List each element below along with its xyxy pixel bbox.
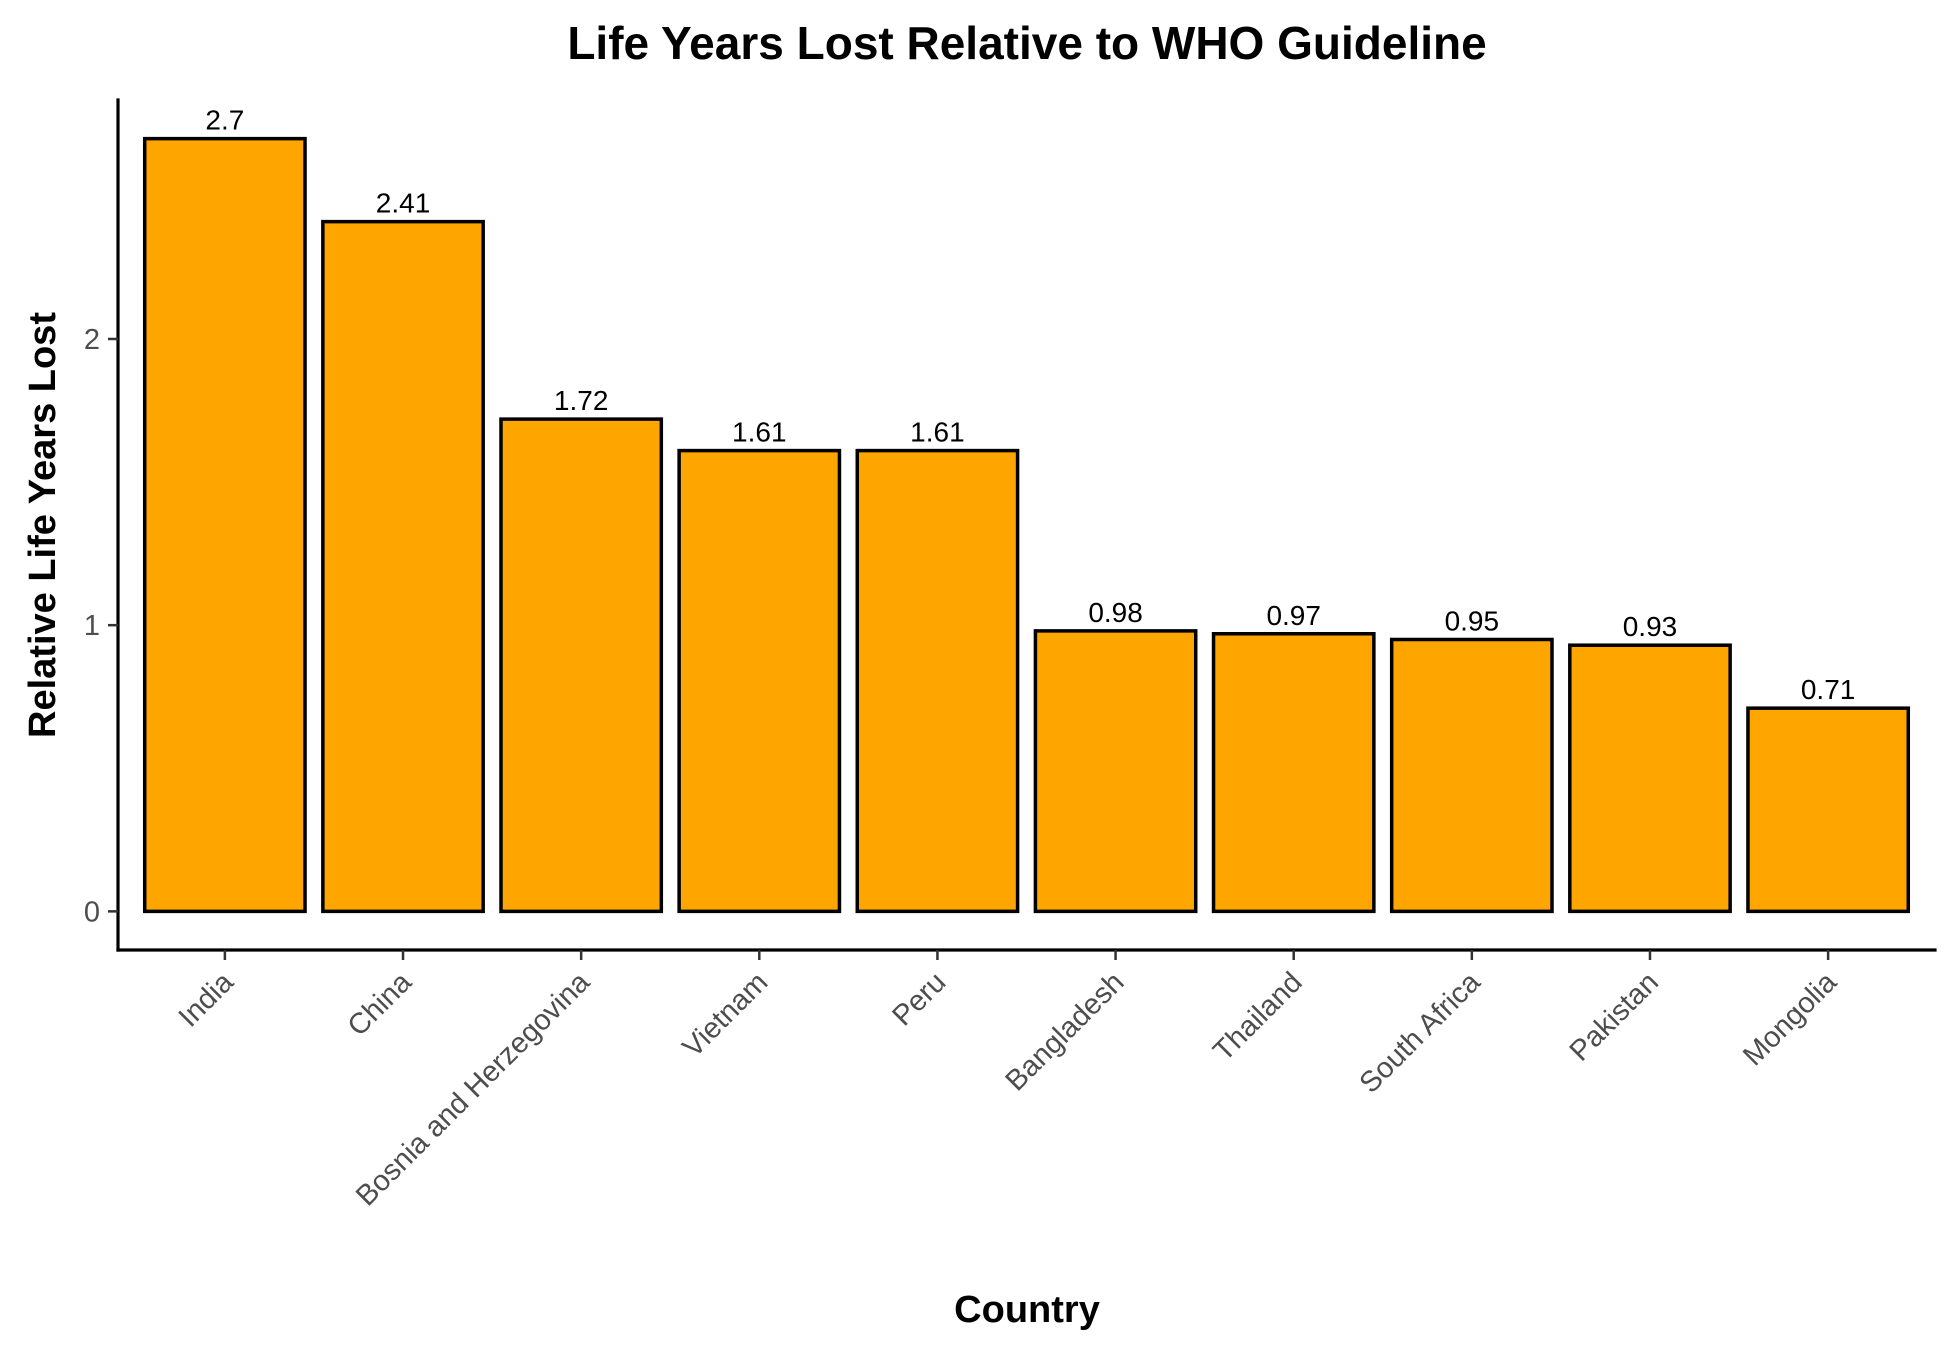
x-tick-label: South Africa	[1354, 966, 1488, 1100]
x-tick-label: Thailand	[1207, 966, 1308, 1067]
data-label: 2.7	[205, 105, 244, 136]
bar-thailand	[1211, 632, 1376, 914]
x-tick-label: India	[173, 966, 241, 1034]
x-tick-label: Bangladesh	[1000, 966, 1131, 1097]
y-tick-label: 2	[84, 324, 100, 356]
data-label: 0.97	[1266, 600, 1321, 631]
data-label: 1.61	[910, 417, 965, 448]
y-axis-title: Relative Life Years Lost	[22, 312, 64, 738]
y-tick-label: 1	[84, 610, 100, 642]
y-tick-label: 0	[84, 896, 100, 928]
bar-peru	[855, 448, 1020, 914]
data-label: 0.93	[1623, 611, 1678, 642]
chart-title: Life Years Lost Relative to WHO Guidelin…	[567, 17, 1486, 69]
x-tick-label: Vietnam	[677, 966, 774, 1063]
data-labels-layer: 2.7 2.41 1.72 1.61 1.61 0.98 0.97 0.95 0.93 0.71	[205, 105, 1855, 706]
x-tick-label: China	[342, 966, 419, 1043]
bar-vietnam	[677, 448, 842, 914]
x-axis-title: Country	[954, 1289, 1100, 1331]
bar-bosnia-and-herzegovina	[499, 417, 664, 914]
bars-layer	[142, 136, 1911, 914]
bar-bangladesh	[1033, 629, 1198, 914]
data-label: 1.61	[732, 417, 787, 448]
x-tick-label: Mongolia	[1737, 966, 1843, 1072]
x-tick-label: Pakistan	[1564, 966, 1665, 1067]
bar-india	[142, 136, 307, 914]
bar-south-africa	[1389, 637, 1554, 914]
x-tick-label: Peru	[886, 966, 952, 1032]
bar-mongolia	[1746, 706, 1911, 914]
bar-china	[321, 219, 485, 914]
data-label: 0.71	[1801, 674, 1856, 705]
bar-pakistan	[1568, 643, 1732, 914]
data-label: 1.72	[554, 385, 609, 416]
data-label: 2.41	[376, 188, 431, 219]
data-label: 0.98	[1088, 597, 1143, 628]
data-label: 0.95	[1445, 605, 1500, 636]
